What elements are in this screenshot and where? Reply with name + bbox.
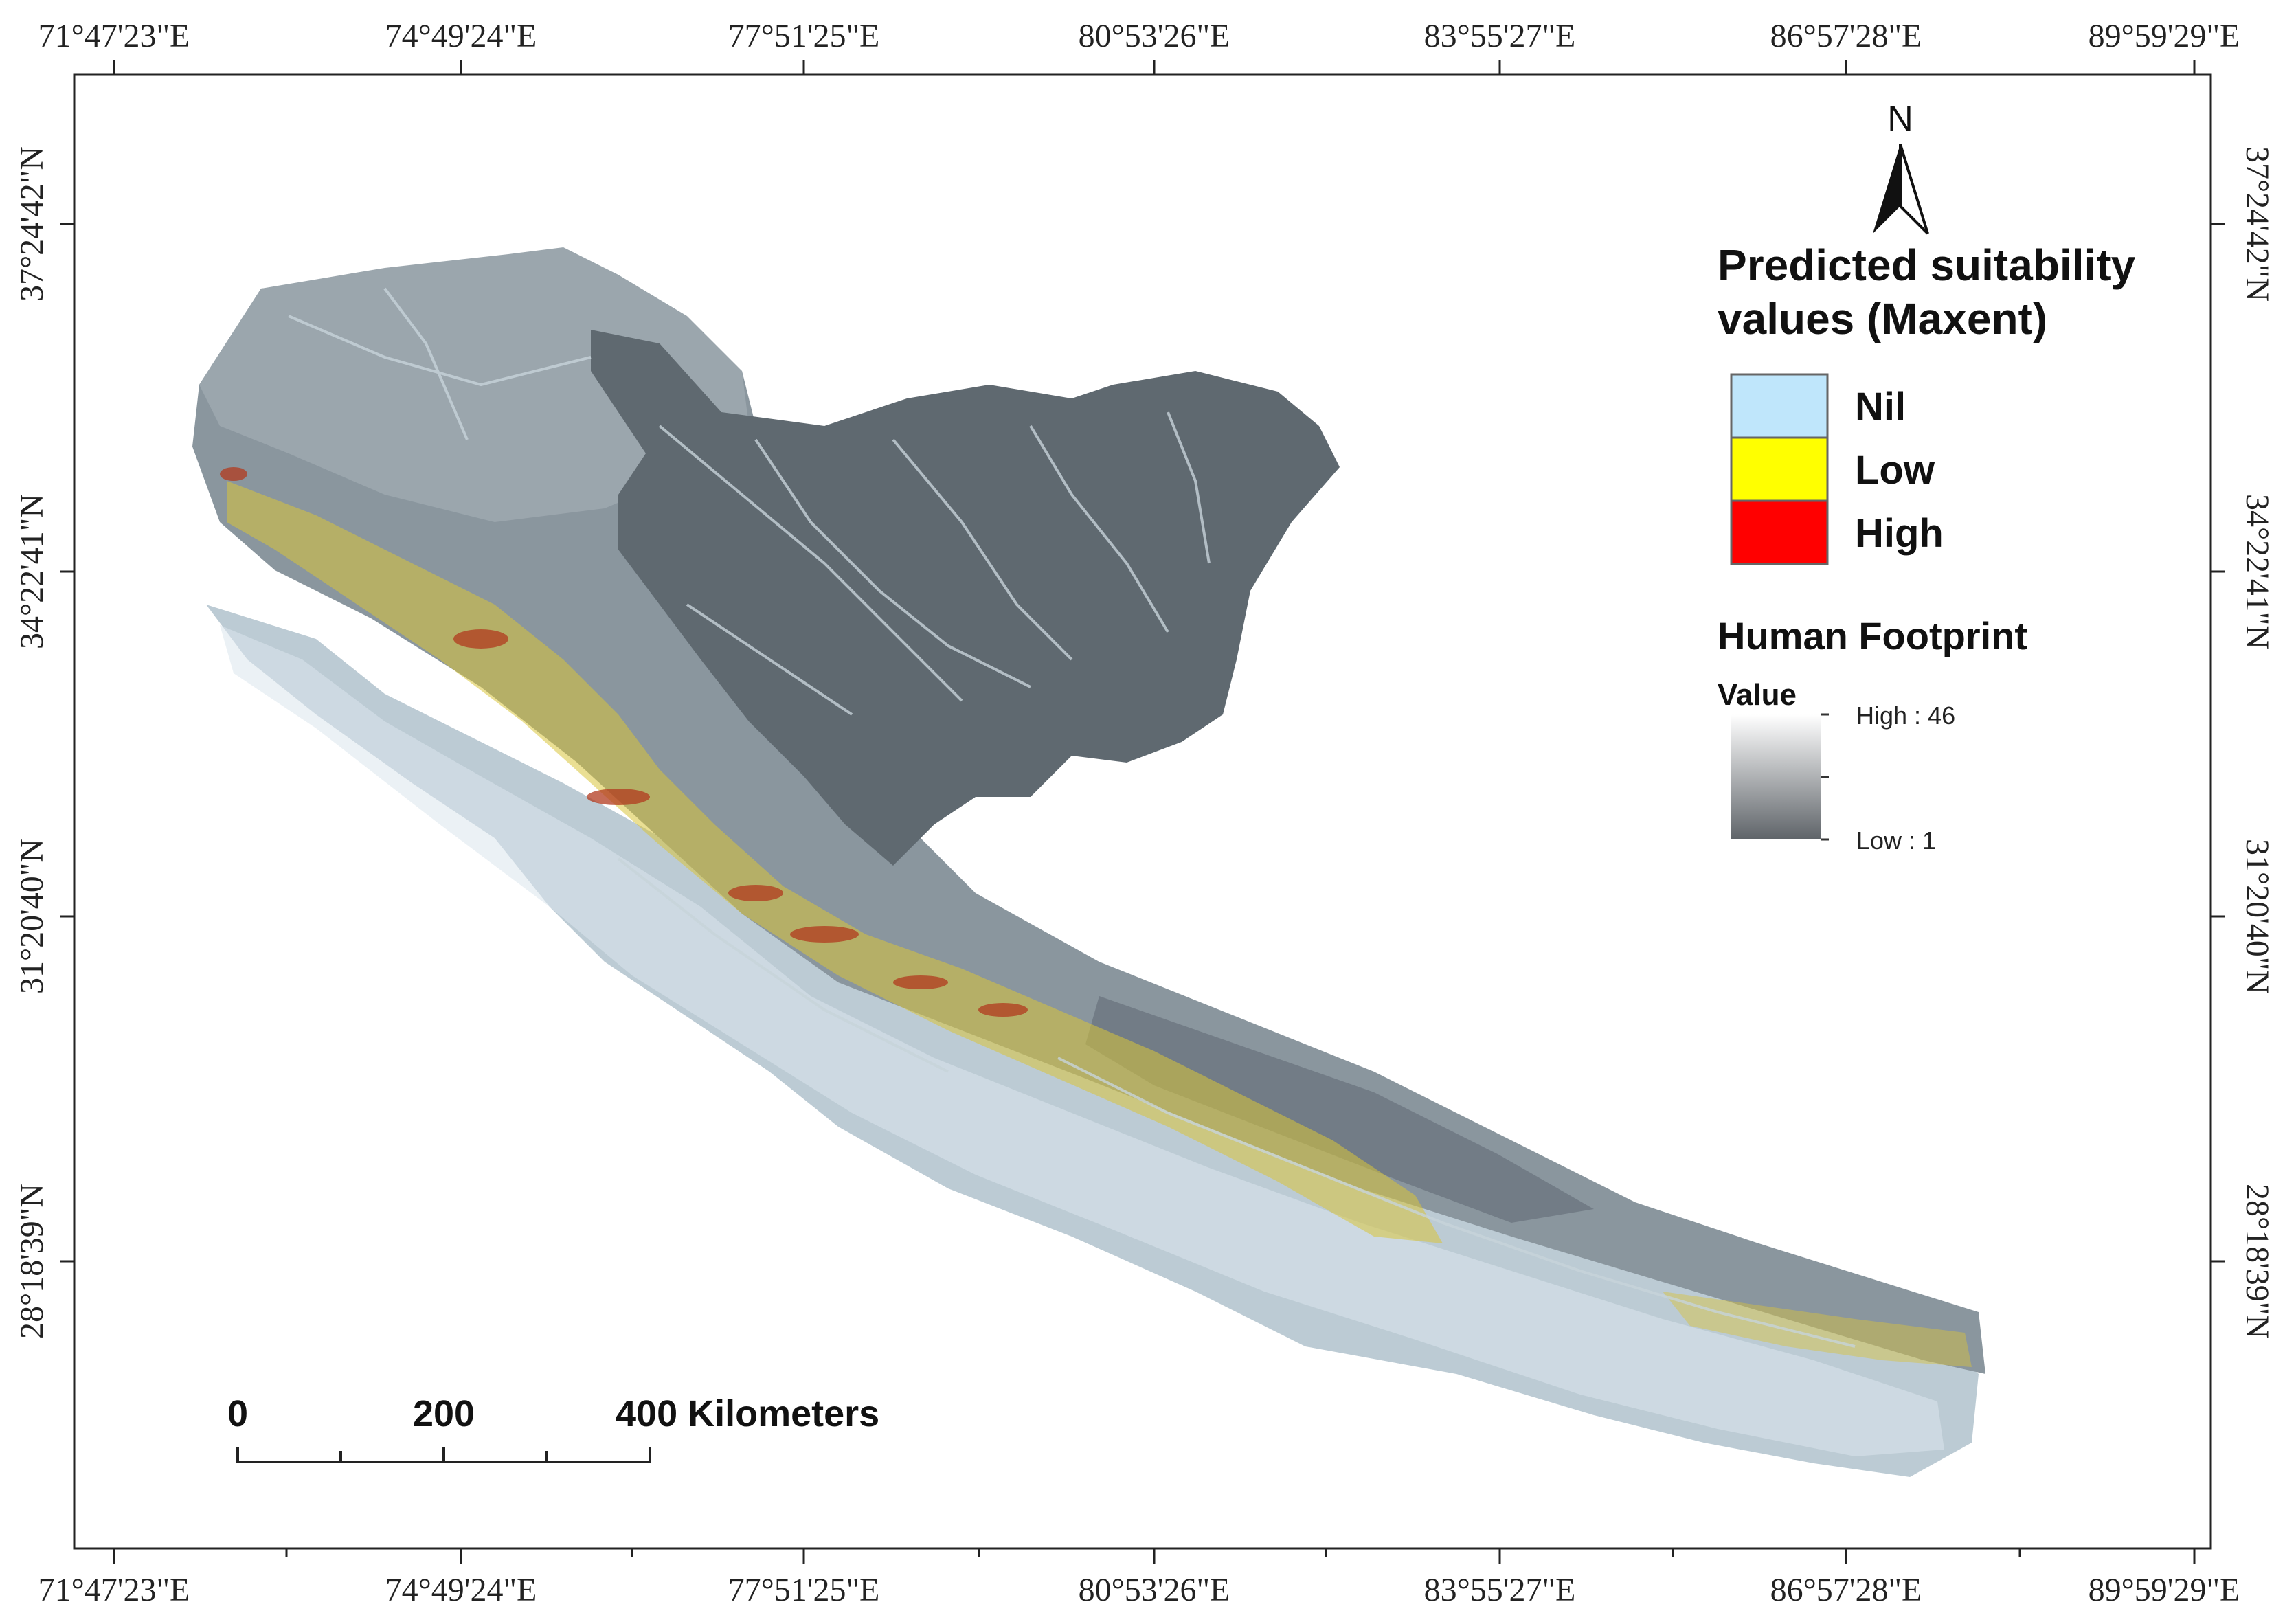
scale-tick-0: 0 — [227, 1393, 248, 1434]
legend-label-nil: Nil — [1855, 385, 1906, 429]
left-lat-label: 34°22'41"N — [14, 494, 50, 649]
right-lat-label: 28°18'39"N — [2239, 1184, 2275, 1339]
north-arrow-icon — [1873, 144, 1929, 235]
bottom-longitude-axis: 71°47'23"E 74°49'24"E 77°51'25"E 80°53'2… — [38, 1548, 2240, 1608]
scale-bar: 0 200 400 Kilometers — [227, 1393, 879, 1463]
legend-swatch-nil — [1730, 373, 1829, 439]
right-lat-label: 34°22'41"N — [2239, 494, 2275, 649]
footprint-high-label: High : 46 — [1856, 701, 1955, 730]
legend-title-line1: Predicted suitability — [1718, 240, 2136, 290]
top-lon-label: 77°51'25"E — [728, 18, 880, 54]
region-northern-plateau — [199, 247, 749, 522]
north-label: N — [1887, 99, 1913, 139]
bottom-lon-label: 89°59'29"E — [2089, 1572, 2240, 1608]
bottom-lon-label: 80°53'26"E — [1079, 1572, 1230, 1608]
right-lat-label: 31°20'40"N — [2239, 839, 2275, 994]
region-dark-plateau — [591, 330, 1340, 866]
left-latitude-axis: 37°24'42"N 34°22'41"N 31°20'40"N 28°18'3… — [14, 146, 74, 1339]
right-latitude-axis: 37°24'42"N 34°22'41"N 31°20'40"N 28°18'3… — [2211, 146, 2275, 1339]
suitability-high-zone — [220, 467, 1028, 1017]
footprint-low-label: Low : 1 — [1856, 826, 1936, 855]
study-region — [192, 247, 1985, 1477]
top-lon-label: 74°49'24"E — [385, 18, 537, 54]
top-lon-label: 83°55'27"E — [1424, 18, 1576, 54]
top-longitude-axis: 71°47'23"E 74°49'24"E 77°51'25"E 80°53'2… — [38, 18, 2240, 74]
top-lon-label: 80°53'26"E — [1079, 18, 1230, 54]
legend-title-line2: values (Maxent) — [1718, 294, 2047, 343]
legend-swatch-low — [1730, 436, 1829, 502]
footprint-title: Human Footprint — [1718, 614, 2027, 657]
bottom-lon-label: 86°57'28"E — [1770, 1572, 1922, 1608]
left-lat-label: 31°20'40"N — [14, 839, 50, 994]
footprint-value-header: Value — [1718, 678, 1797, 712]
scale-end-label: 400 Kilometers — [616, 1393, 879, 1434]
north-arrow: N — [1873, 99, 1929, 235]
region-light-belt — [206, 605, 1979, 1477]
bottom-lon-label: 74°49'24"E — [385, 1572, 537, 1608]
top-lon-label: 71°47'23"E — [38, 18, 190, 54]
top-lon-label: 86°57'28"E — [1770, 18, 1922, 54]
bottom-lon-label: 77°51'25"E — [728, 1572, 880, 1608]
legend-label-low: Low — [1855, 448, 1935, 493]
legend-swatch-high — [1730, 499, 1829, 565]
drainage-network — [288, 287, 1856, 1348]
bottom-lon-label: 83°55'27"E — [1424, 1572, 1576, 1608]
suitability-low-zone — [227, 481, 1972, 1367]
right-lat-label: 37°24'42"N — [2239, 146, 2275, 302]
scale-tick-200: 200 — [413, 1393, 475, 1434]
top-lon-label: 89°59'29"E — [2089, 18, 2240, 54]
footprint-ramp — [1731, 714, 1821, 839]
legend: Predicted suitability values (Maxent) Ni… — [1718, 240, 2136, 855]
left-lat-label: 28°18'39"N — [14, 1184, 50, 1339]
region-lightest-strip — [220, 625, 1944, 1456]
legend-label-high: High — [1855, 511, 1944, 556]
region-dark-east — [1085, 996, 1594, 1223]
bottom-lon-label: 71°47'23"E — [38, 1572, 190, 1608]
left-lat-label: 37°24'42"N — [14, 146, 50, 302]
